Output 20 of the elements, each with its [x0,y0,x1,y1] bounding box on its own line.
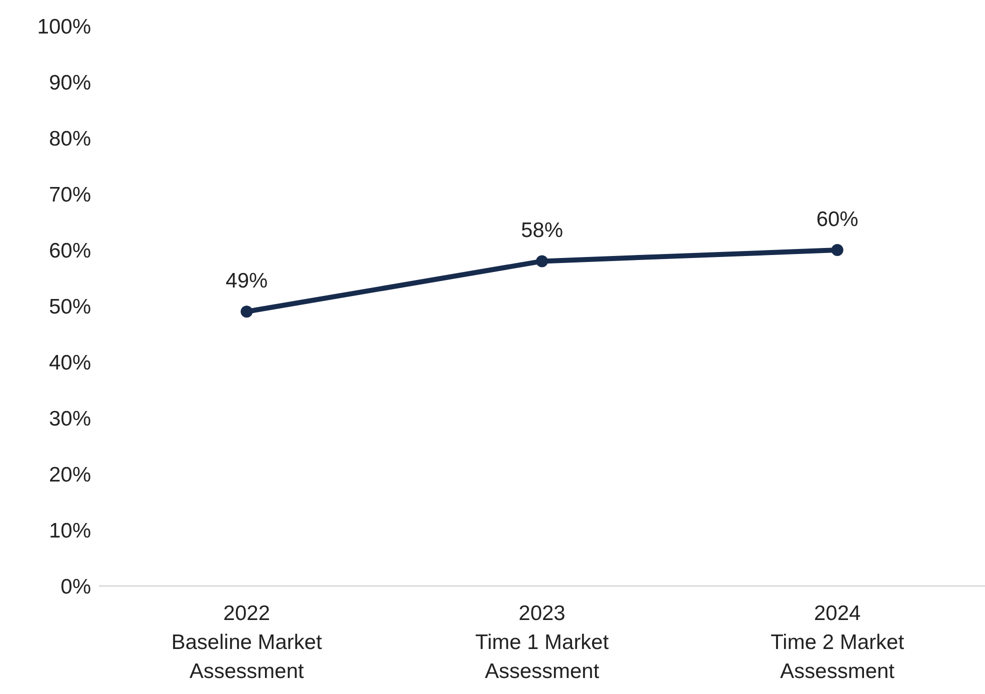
y-tick-label: 0% [60,575,91,598]
x-tick-label: 2024 Time 2 Market Assessment [770,602,904,683]
data-label: 58% [520,219,564,242]
y-tick-label: 80% [48,127,91,150]
y-tick-label: 100% [37,15,91,38]
point [831,244,844,256]
y-tick-label: 70% [48,183,91,206]
data-label: 60% [816,208,858,231]
y-tick-label: 60% [48,239,91,262]
data-label: 49% [226,270,268,293]
y-tick-label: 50% [48,295,91,318]
x-tick-label: 2022 Baseline Market Assessment [171,602,322,683]
y-tick-label: 10% [48,519,91,542]
y-tick-label: 40% [48,351,91,374]
x-tick-label: 2023 Time 1 Market Assessment [475,602,609,683]
point [240,306,253,318]
point [536,255,548,268]
y-tick-label: 30% [48,407,91,430]
y-tick-label: 90% [48,71,91,94]
y-tick-label: 20% [48,463,91,486]
